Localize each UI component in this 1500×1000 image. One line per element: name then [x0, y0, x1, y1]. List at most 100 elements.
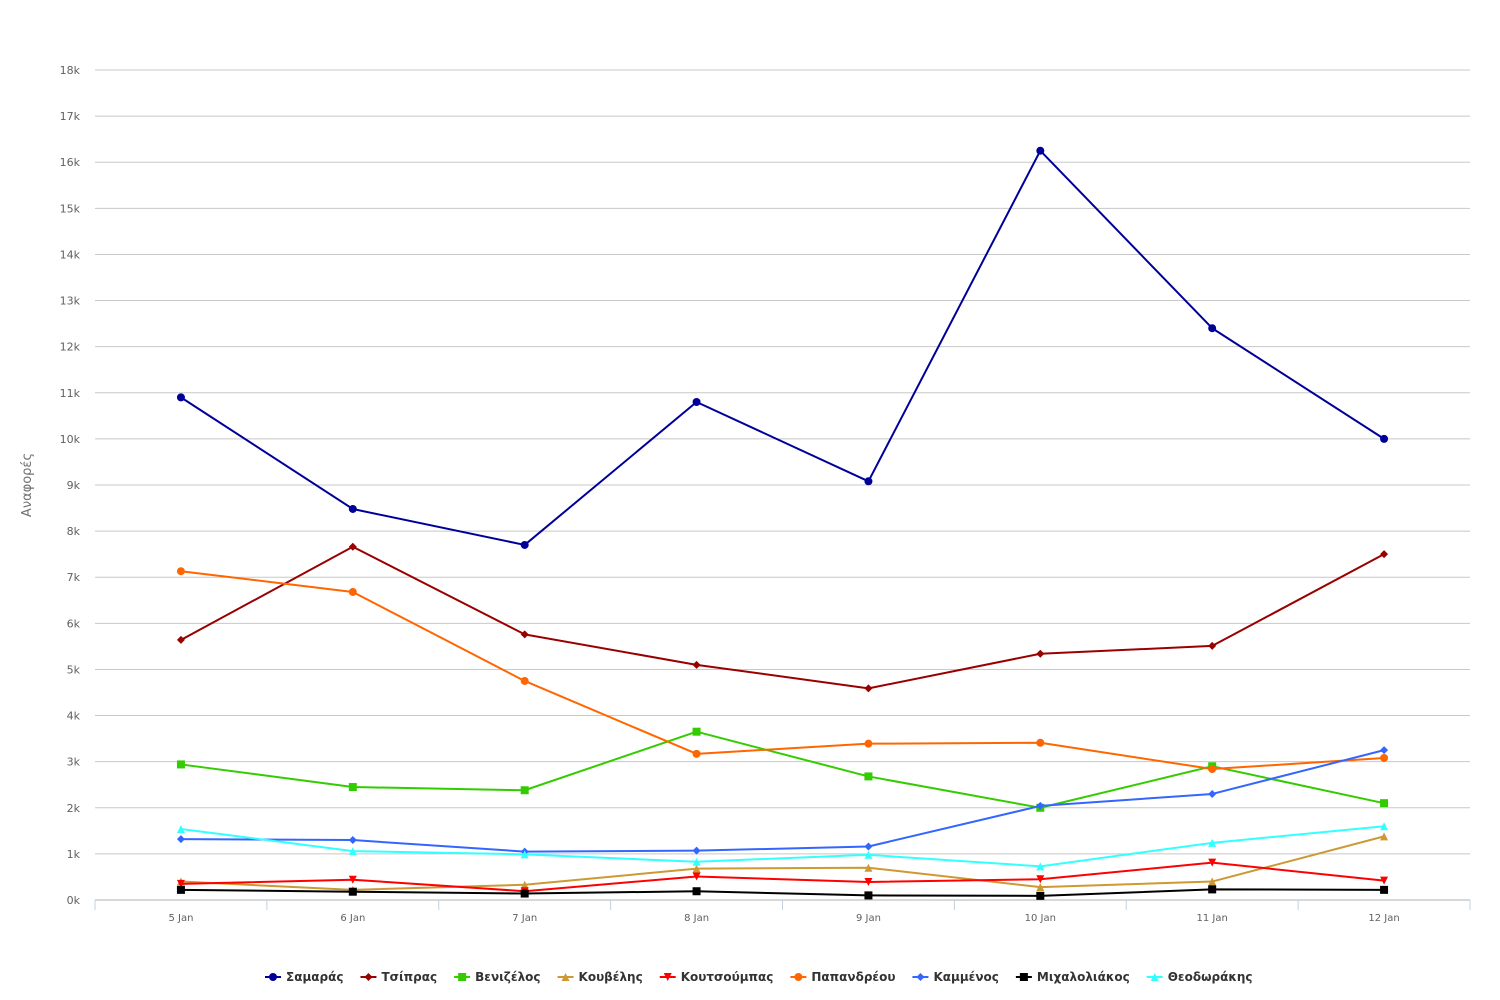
series-line [180, 570, 1385, 771]
data-point [348, 504, 357, 513]
series-line [180, 835, 1385, 891]
data-point [348, 887, 357, 896]
legend-label: Σαμαράς [286, 970, 343, 984]
legend-item[interactable]: Θεοδωράκης [1146, 970, 1253, 984]
data-point [1036, 875, 1045, 884]
data-point [1380, 550, 1389, 559]
data-point [1208, 789, 1217, 798]
legend-item[interactable]: Καμμένος [912, 970, 999, 984]
data-point [348, 847, 357, 856]
data-point [1380, 753, 1389, 762]
legend-item[interactable]: Σαμαράς [265, 970, 343, 984]
series-6 [176, 567, 1389, 774]
series-group [176, 146, 1389, 900]
data-point [864, 477, 873, 486]
data-point [1036, 891, 1045, 900]
data-point [1208, 765, 1217, 774]
data-point [864, 878, 873, 887]
data-point [348, 836, 357, 845]
x-tick-label: 7 Jan [512, 913, 537, 924]
y-tick-label: 18k [60, 64, 81, 77]
data-point [1208, 641, 1217, 650]
data-point [864, 863, 873, 872]
legend-marker [561, 973, 570, 981]
data-point [692, 872, 701, 881]
data-point [520, 880, 529, 889]
data-point [176, 760, 185, 769]
series-line [180, 888, 1385, 897]
data-point [692, 857, 701, 866]
series-5 [176, 858, 1389, 896]
data-point [520, 676, 529, 685]
data-point [864, 842, 873, 851]
y-tick-label: 9k [67, 479, 81, 492]
legend-label: Παπανδρέου [811, 970, 895, 984]
y-axis: 0k 1k 2k 3k 4k 5k 6k 7k 8k 9k 10k 11k 12k 13k 14k 15k 16… [60, 64, 81, 907]
data-point [1208, 885, 1217, 894]
legend-marker [1150, 973, 1159, 981]
data-point [1380, 434, 1389, 443]
data-point [692, 864, 701, 873]
x-axis: 5 Jan 6 Jan 7 Jan 8 Jan 9 Jan 10 Jan 11 Jan 12 … [94, 900, 1471, 924]
legend-marker [916, 973, 925, 981]
legend-item[interactable]: Κουτσούμπας [659, 970, 774, 984]
data-point [176, 835, 185, 844]
data-point [1036, 883, 1045, 892]
data-point [1208, 324, 1217, 333]
data-point [1380, 799, 1389, 808]
data-point [1380, 822, 1389, 831]
data-point [348, 783, 357, 792]
data-point [864, 684, 873, 693]
data-point [1208, 877, 1217, 886]
y-axis-label: Αναφορές [20, 453, 35, 517]
data-point [176, 567, 185, 576]
legend-item[interactable]: Βενιζέλος [454, 970, 541, 984]
legend-label: Θεοδωράκης [1168, 970, 1253, 984]
data-point [176, 824, 185, 833]
data-point [692, 846, 701, 855]
x-tick-label: 9 Jan [856, 913, 881, 924]
data-point [864, 772, 873, 781]
data-point [520, 540, 529, 549]
y-tick-label: 1k [67, 848, 81, 861]
series-7 [176, 746, 1389, 856]
series-3 [176, 727, 1389, 812]
legend-label: Βενιζέλος [475, 970, 540, 984]
legend[interactable]: Σαμαράς Τσίπρας Βενιζέλος Κουβέλης Κουτσούμπ… [265, 970, 1253, 984]
legend-item[interactable]: Κουβέλης [557, 970, 643, 984]
y-tick-label: 11k [60, 387, 81, 400]
data-point [692, 398, 701, 406]
y-tick-label: 2k [67, 802, 81, 815]
y-tick-label: 10k [60, 433, 81, 446]
x-tick-label: 6 Jan [340, 913, 365, 924]
y-tick-label: 6k [67, 617, 81, 630]
legend-item[interactable]: Μιχαλολιάκος [1015, 970, 1130, 984]
data-point [1036, 738, 1045, 747]
x-tick-label: 8 Jan [684, 913, 709, 924]
data-point [864, 739, 873, 748]
series-1 [176, 146, 1389, 549]
legend-marker [794, 973, 803, 981]
data-point [520, 786, 529, 795]
data-point [348, 587, 357, 596]
data-point [1208, 838, 1217, 847]
y-tick-label: 5k [67, 663, 81, 676]
data-point [1380, 746, 1389, 755]
series-line [180, 861, 1385, 893]
data-point [176, 885, 185, 894]
y-tick-label: 7k [67, 571, 81, 584]
legend-item[interactable]: Τσίπρας [360, 970, 437, 984]
data-point [176, 879, 185, 888]
data-point [1208, 858, 1217, 867]
y-tick-label: 16k [60, 156, 81, 169]
data-point [692, 887, 701, 896]
data-point [1380, 832, 1389, 841]
data-point [1380, 876, 1389, 885]
legend-item[interactable]: Παπανδρέου [790, 970, 895, 984]
data-point [520, 630, 529, 639]
series-9 [176, 822, 1389, 871]
y-tick-label: 3k [67, 756, 81, 769]
data-point [1380, 885, 1389, 894]
data-point [1036, 649, 1045, 658]
